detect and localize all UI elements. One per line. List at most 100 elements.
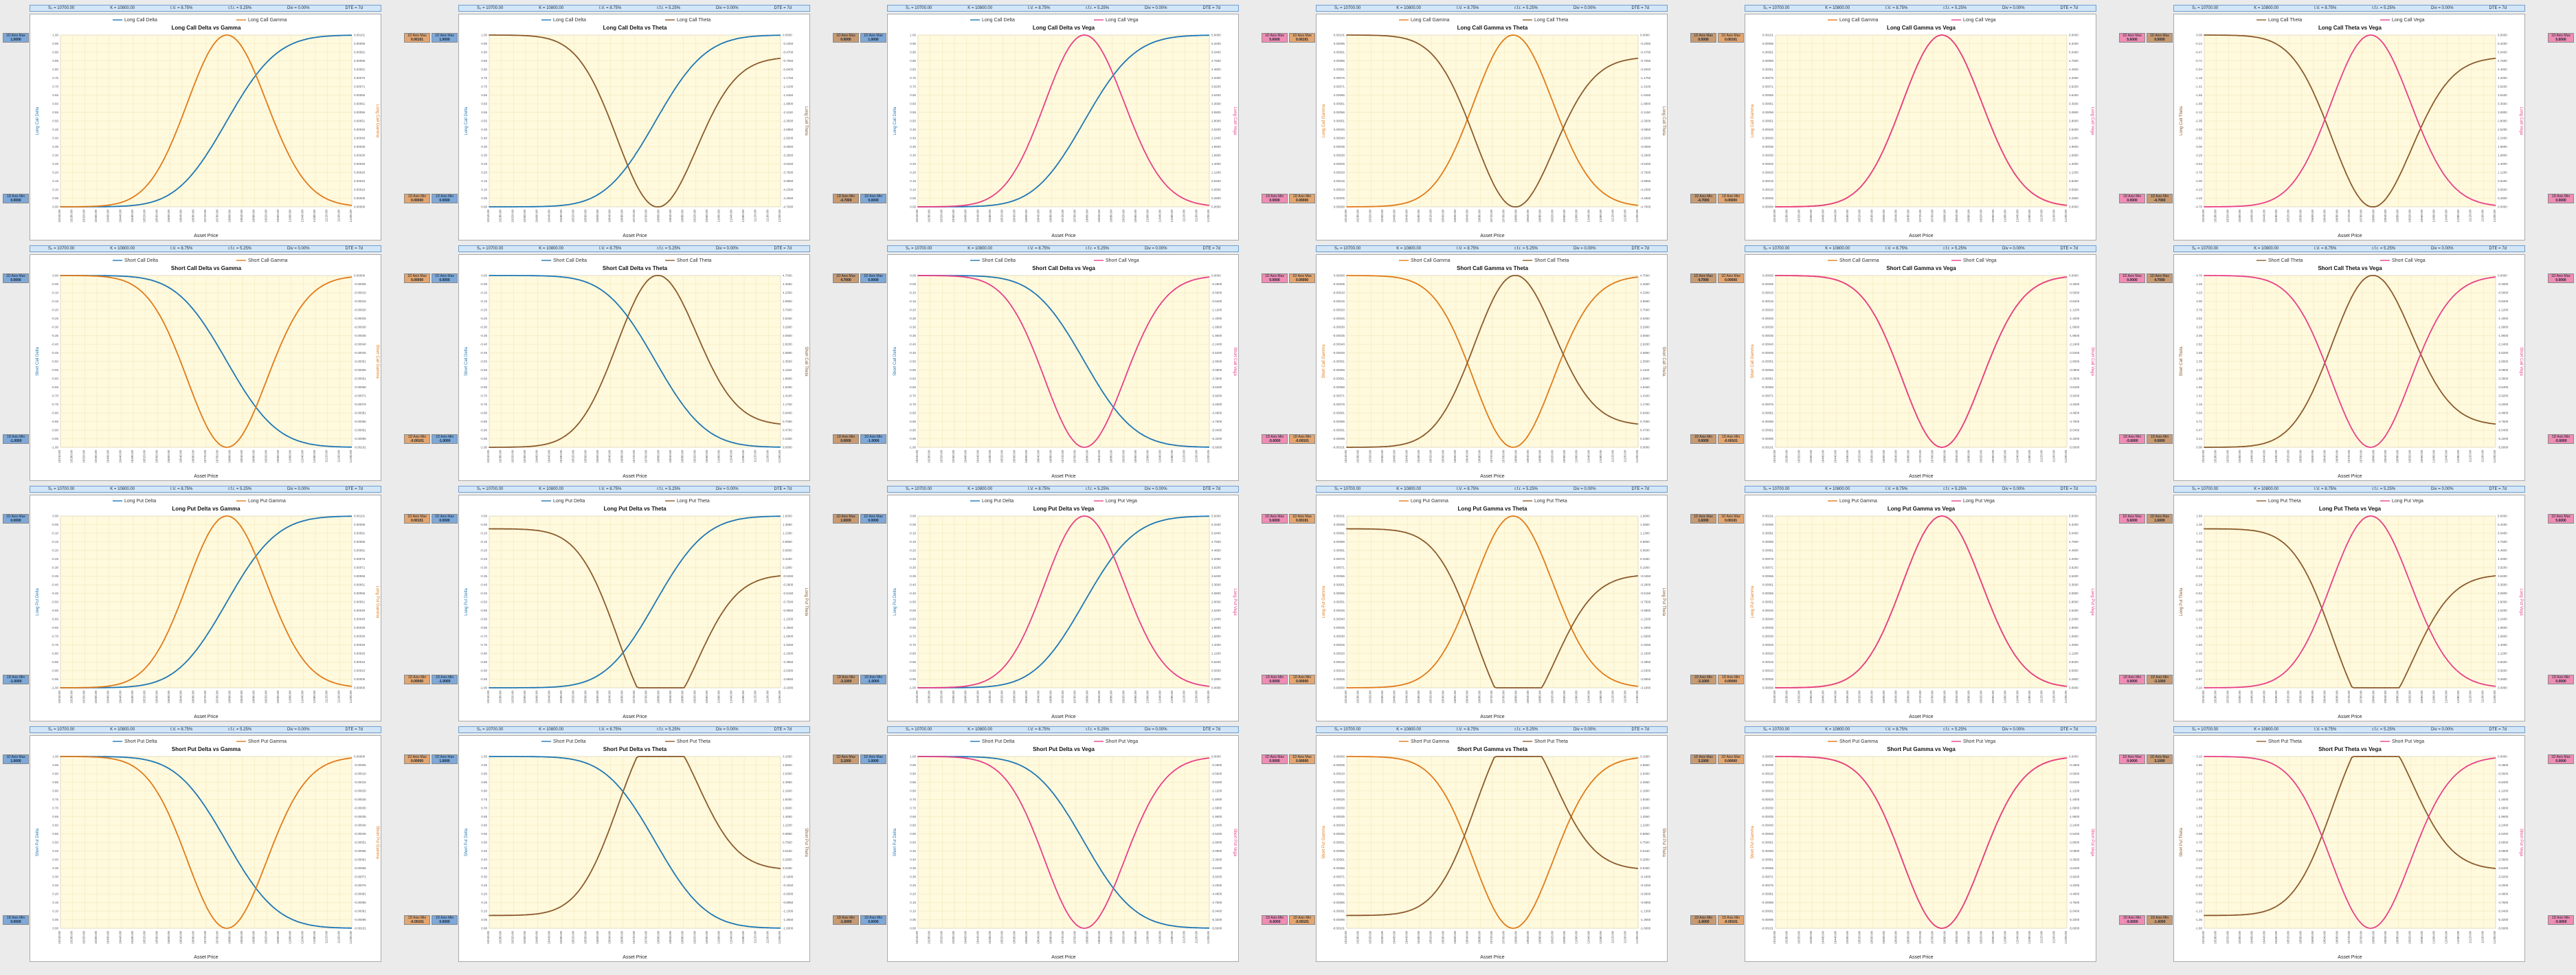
left-axis-min-label: 1D Axis Min <box>864 435 883 439</box>
data-point <box>2009 647 2011 649</box>
x-tick-label: 10800.00 <box>1942 691 1946 704</box>
y-axis-title-left: Long Call Theta <box>2180 106 2184 135</box>
data-point <box>1108 80 1110 82</box>
data-point <box>526 756 528 758</box>
data-point <box>2215 528 2216 530</box>
y-tick-right: -0.00056 <box>354 849 366 853</box>
y-tick-right: 2.2400 <box>2498 137 2507 140</box>
x-tick-label: 10240.00 <box>58 450 61 463</box>
y-tick-left: -0.55 <box>909 368 917 372</box>
left-axis-min-value: 0.00000 <box>1295 680 1309 684</box>
data-point <box>581 201 583 203</box>
y-tick-left: -0.30 <box>52 326 59 329</box>
y-tick-left: -0.00045 <box>1761 351 1773 355</box>
data-point <box>669 281 671 283</box>
data-point <box>739 518 741 520</box>
y-tick-left: 0.15 <box>481 901 487 904</box>
x-tick-label: 10400.00 <box>107 450 110 463</box>
data-point <box>1829 203 1831 205</box>
data-point <box>1796 686 1798 688</box>
x-tick-label: 10480.00 <box>131 931 134 944</box>
x-tick-label: 11040.00 <box>2015 450 2019 463</box>
left-axis-max-value: 1.0000 <box>868 38 879 42</box>
y-tick-left: 2.82 <box>2196 343 2202 346</box>
data-point <box>196 313 198 315</box>
y-tick-right: 0.2800 <box>783 858 792 862</box>
x-tick-label: 11160.00 <box>337 450 340 463</box>
y-tick-right: 0.00000 <box>354 686 366 690</box>
data-point <box>750 517 752 519</box>
y-tick-left: 1.36 <box>2196 523 2202 526</box>
left-axis-min-value: -0.00101 <box>1295 439 1309 443</box>
data-point <box>316 289 318 290</box>
data-point <box>109 756 111 758</box>
data-point <box>950 205 952 208</box>
x-tick-label: 10960.00 <box>705 210 708 223</box>
y-tick-right: 0.00066 <box>354 93 366 97</box>
y-tick-left: 0.00051 <box>1334 601 1345 604</box>
data-point <box>207 152 209 153</box>
data-point <box>1532 53 1534 55</box>
data-point <box>180 361 181 363</box>
data-point <box>521 756 523 757</box>
data-point <box>1038 666 1039 668</box>
y-tick-right: -1.3650 <box>783 918 794 921</box>
y-tick-left: -0.10 <box>52 291 59 295</box>
data-point <box>614 300 616 302</box>
chart-panel: Long Put Theta Long Put Vega Long Put Thet… <box>2173 495 2525 721</box>
x-tick-label: 10320.00 <box>82 931 85 944</box>
right-axis-min-value: 0.00000 <box>410 680 424 684</box>
data-point <box>109 685 111 687</box>
y-tick-right: 1.1200 <box>2498 652 2507 655</box>
x-tick-label: 10840.00 <box>2384 691 2387 704</box>
data-point <box>1411 681 1413 682</box>
x-tick-label: 10480.00 <box>2274 210 2278 223</box>
data-point <box>2318 347 2320 349</box>
y-tick-right: 1.1750 <box>1640 403 1650 406</box>
y-tick-left: 4.46 <box>2196 282 2202 286</box>
data-point <box>1125 105 1126 107</box>
left-axis-max: 1D Axis Max 0.00000 <box>1718 273 1744 283</box>
data-point <box>609 117 610 120</box>
chart-cell: S₀ = 10700.00 K = 10800.00 I.V. = 8.75% r.f… <box>1717 482 2146 723</box>
data-point <box>1890 133 1891 135</box>
data-point <box>2460 673 2462 675</box>
left-axis-min: 1D Axis Min -4.7000 <box>2147 194 2173 203</box>
data-point <box>103 205 105 208</box>
data-point <box>1070 624 1072 626</box>
y-tick-left: 0.24 <box>2196 437 2202 440</box>
chart-cell: S₀ = 10700.00 K = 10800.00 I.V. = 8.75% r.f… <box>860 482 1288 723</box>
x-tick-label: 10880.00 <box>681 450 684 463</box>
data-point <box>1042 375 1044 377</box>
x-axis-title: Asset Price <box>1480 474 1505 479</box>
data-point <box>2247 686 2249 688</box>
data-point <box>1851 675 1853 677</box>
data-point <box>739 37 741 39</box>
data-point <box>240 384 242 385</box>
data-point <box>772 446 774 448</box>
left-axis-min: 1D Axis Min 0.00000 <box>1289 675 1315 684</box>
data-point <box>1580 609 1582 611</box>
data-point <box>2037 284 2039 287</box>
x-tick-label: 10800.00 <box>656 450 660 463</box>
left-axis-min: 1D Axis Min 0.0000 <box>3 915 29 925</box>
data-point <box>2367 205 2369 207</box>
left-axis-min-value: 0.0000 <box>2154 439 2165 443</box>
data-point <box>674 289 676 290</box>
right-axis-max-value: 0.0000 <box>840 38 851 42</box>
data-point <box>1597 293 1599 295</box>
data-point <box>767 515 769 517</box>
data-point <box>728 85 730 87</box>
right-axis-min-label: 1D Axis Min <box>2551 435 2571 439</box>
left-axis-min: 1D Axis Min 0.0000 <box>2147 434 2173 444</box>
y-tick-right: 0.0000 <box>2498 686 2507 690</box>
right-axis-max-label: 1D Axis Max <box>2551 34 2571 38</box>
data-point <box>1059 640 1061 642</box>
x-tick-label: 11120.00 <box>325 931 328 944</box>
data-point <box>1075 347 1077 348</box>
data-point <box>489 206 490 208</box>
data-point <box>532 686 534 688</box>
data-point <box>2438 647 2440 649</box>
data-point <box>1597 407 1599 410</box>
data-point <box>630 321 632 323</box>
